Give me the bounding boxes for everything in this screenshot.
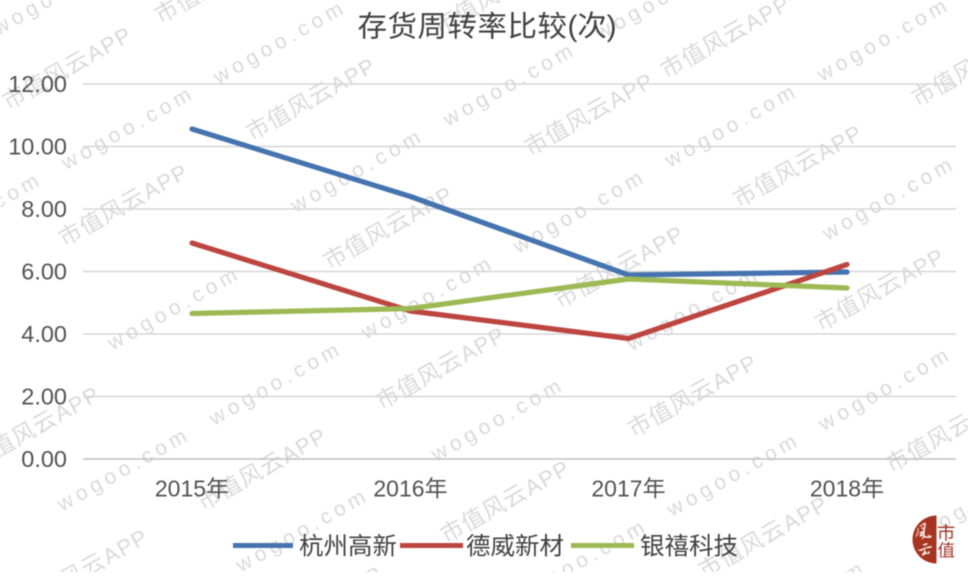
svg-text:wogoo.com: wogoo.com <box>204 336 346 430</box>
svg-text:wogoo.com: wogoo.com <box>427 373 569 467</box>
svg-text:2018: 2018 <box>810 476 861 502</box>
svg-text:APP: APP <box>895 243 950 289</box>
svg-text:wogoo.com: wogoo.com <box>660 78 802 172</box>
svg-text:2017: 2017 <box>591 476 642 502</box>
svg-text:APP: APP <box>138 159 193 205</box>
svg-text:APP: APP <box>740 0 795 36</box>
svg-text:wogoo.com: wogoo.com <box>662 428 804 522</box>
svg-text:APP: APP <box>604 68 659 114</box>
svg-text:wogoo.com: wogoo.com <box>818 151 960 245</box>
svg-text:wogoo.com: wogoo.com <box>103 261 245 355</box>
svg-text:APP: APP <box>98 524 153 570</box>
svg-text:wogoo.com: wogoo.com <box>361 0 503 3</box>
svg-text:APP: APP <box>520 455 575 501</box>
svg-text:2.00: 2.00 <box>21 384 67 410</box>
svg-text:APP: APP <box>326 53 381 99</box>
svg-text:12.00: 12.00 <box>8 71 67 97</box>
svg-text:wogoo.com: wogoo.com <box>814 342 956 436</box>
svg-text:wogoo.com: wogoo.com <box>52 422 194 516</box>
svg-text:APP: APP <box>634 221 689 267</box>
svg-text:APP: APP <box>0 265 5 311</box>
svg-text:10.00: 10.00 <box>8 134 67 160</box>
svg-text:6.00: 6.00 <box>21 259 67 285</box>
svg-text:4.00: 4.00 <box>21 321 67 347</box>
svg-text:2016: 2016 <box>373 476 424 502</box>
svg-text:2015: 2015 <box>155 476 206 502</box>
svg-text:APP: APP <box>333 561 388 572</box>
svg-text:wogoo.com: wogoo.com <box>231 483 373 572</box>
svg-text:wogoo.com: wogoo.com <box>812 0 954 87</box>
svg-text:0.00: 0.00 <box>21 446 67 472</box>
svg-text:APP: APP <box>82 22 137 68</box>
svg-text:8.00: 8.00 <box>21 196 67 222</box>
svg-text:wogoo.com: wogoo.com <box>964 0 968 1</box>
svg-text:APP: APP <box>813 120 868 166</box>
svg-text:wogoo.com: wogoo.com <box>508 164 650 258</box>
svg-text:wogoo.com: wogoo.com <box>729 556 871 572</box>
svg-text:APP: APP <box>277 423 332 469</box>
svg-text:APP: APP <box>455 322 510 368</box>
svg-text:APP: APP <box>965 385 968 431</box>
svg-text:): ) <box>607 10 617 43</box>
svg-text:APP: APP <box>707 349 762 395</box>
svg-text:(: ( <box>568 10 578 43</box>
